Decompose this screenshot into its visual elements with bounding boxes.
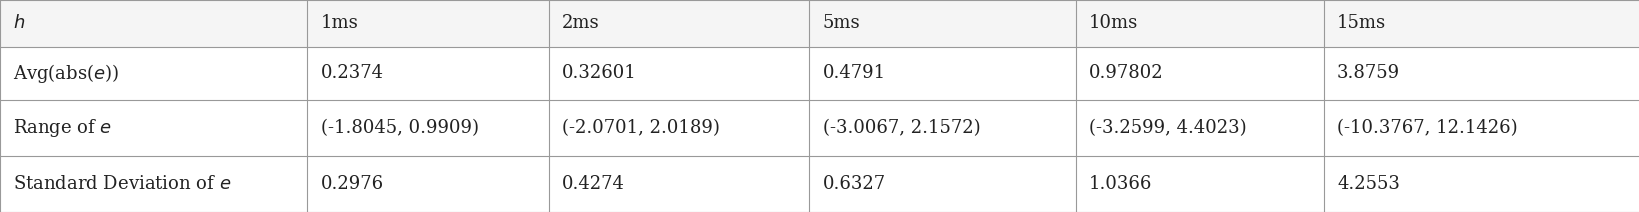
Bar bbox=[810, 47, 1075, 100]
Text: 0.32601: 0.32601 bbox=[562, 64, 636, 82]
Bar bbox=[549, 0, 810, 47]
Text: 0.2976: 0.2976 bbox=[320, 175, 384, 193]
Text: 4.2553: 4.2553 bbox=[1336, 175, 1400, 193]
Text: (-2.0701, 2.0189): (-2.0701, 2.0189) bbox=[562, 119, 720, 137]
Text: Avg(abs($e$)): Avg(abs($e$)) bbox=[13, 62, 120, 85]
Text: (-10.3767, 12.1426): (-10.3767, 12.1426) bbox=[1336, 119, 1516, 137]
Bar bbox=[0, 0, 306, 47]
Text: 0.4791: 0.4791 bbox=[823, 64, 885, 82]
Bar bbox=[306, 47, 549, 100]
Text: Standard Deviation of $e$: Standard Deviation of $e$ bbox=[13, 175, 231, 193]
Bar bbox=[810, 156, 1075, 212]
Bar bbox=[306, 0, 549, 47]
Bar bbox=[1323, 47, 1639, 100]
Bar bbox=[1323, 0, 1639, 47]
Text: 0.4274: 0.4274 bbox=[562, 175, 624, 193]
Bar bbox=[1075, 156, 1323, 212]
Text: Range of $e$: Range of $e$ bbox=[13, 117, 113, 139]
Text: 1.0366: 1.0366 bbox=[1088, 175, 1152, 193]
Bar bbox=[810, 0, 1075, 47]
Bar bbox=[1323, 100, 1639, 156]
Bar bbox=[1075, 47, 1323, 100]
Text: 2ms: 2ms bbox=[562, 14, 600, 32]
Bar bbox=[1075, 0, 1323, 47]
Text: 10ms: 10ms bbox=[1088, 14, 1137, 32]
Bar bbox=[549, 100, 810, 156]
Text: (-3.0067, 2.1572): (-3.0067, 2.1572) bbox=[823, 119, 980, 137]
Text: (-3.2599, 4.4023): (-3.2599, 4.4023) bbox=[1088, 119, 1246, 137]
Text: 0.2374: 0.2374 bbox=[320, 64, 384, 82]
Bar bbox=[306, 100, 549, 156]
Bar bbox=[1323, 156, 1639, 212]
Bar bbox=[549, 156, 810, 212]
Bar bbox=[549, 47, 810, 100]
Text: 0.6327: 0.6327 bbox=[823, 175, 885, 193]
Bar bbox=[0, 47, 306, 100]
Bar bbox=[306, 156, 549, 212]
Text: 3.8759: 3.8759 bbox=[1336, 64, 1400, 82]
Text: 5ms: 5ms bbox=[823, 14, 860, 32]
Text: $h$: $h$ bbox=[13, 14, 25, 32]
Bar bbox=[0, 156, 306, 212]
Text: 0.97802: 0.97802 bbox=[1088, 64, 1164, 82]
Text: 15ms: 15ms bbox=[1336, 14, 1385, 32]
Bar bbox=[810, 100, 1075, 156]
Text: (-1.8045, 0.9909): (-1.8045, 0.9909) bbox=[320, 119, 479, 137]
Bar bbox=[0, 100, 306, 156]
Text: 1ms: 1ms bbox=[320, 14, 357, 32]
Bar bbox=[1075, 100, 1323, 156]
